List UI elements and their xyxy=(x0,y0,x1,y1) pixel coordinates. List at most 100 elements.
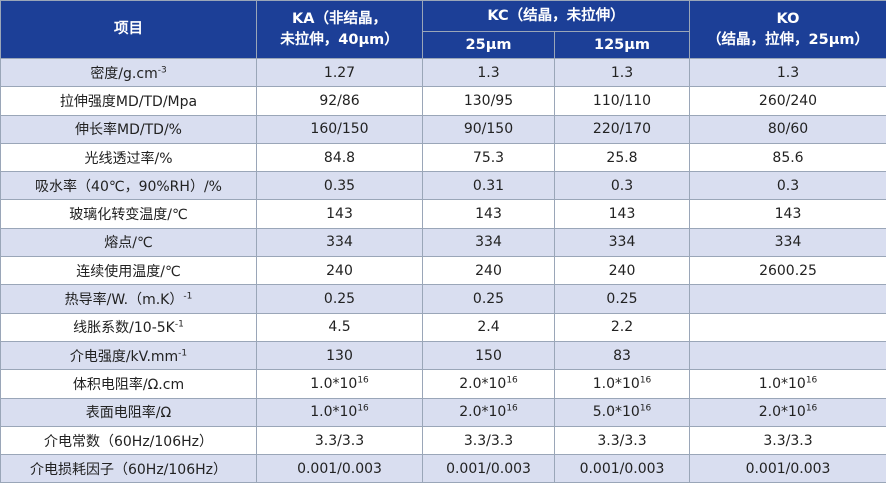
cell-ka-text: 0.001/0.003 xyxy=(297,460,382,477)
row-label: 介电损耗因子（60Hz/106Hz） xyxy=(0,454,257,484)
cell-kc-125um: 240 xyxy=(553,256,691,286)
cell-kc-25um: 143 xyxy=(422,199,555,229)
cell-ko: 2600.25 xyxy=(689,256,886,286)
cell-ko: 1.3 xyxy=(689,57,886,88)
cell-ka-text: 1.0*10 xyxy=(310,375,358,392)
cell-ko-text: 3.3/3.3 xyxy=(763,432,813,449)
header-ka: KA（非结晶， 未拉伸，40µm） xyxy=(256,0,423,59)
cell-ko-text: 0.001/0.003 xyxy=(745,460,831,477)
row-label-text: 介电损耗因子（60Hz/106Hz） xyxy=(29,461,227,478)
cell-kc-125um-text: 83 xyxy=(613,347,631,364)
cell-ko: 3.3/3.3 xyxy=(689,425,886,456)
table-row: 表面电阻率/Ω 1.0*1016 2.0*1016 5.0*1016 2.0*1016 xyxy=(0,397,886,427)
row-label: 密度/g.cm-3 xyxy=(0,57,257,88)
cell-ka-exponent: 16 xyxy=(357,375,369,386)
row-label-text: 介电常数（60Hz/106Hz） xyxy=(43,433,213,450)
table-row: 伸长率MD/TD/% 160/150 90/150 220/170 80/60 xyxy=(0,114,886,144)
cell-ka-text: 143 xyxy=(326,206,353,223)
table-row: 介电损耗因子（60Hz/106Hz） 0.001/0.003 0.001/0.003… xyxy=(0,454,886,484)
cell-kc-25um-text: 0.25 xyxy=(472,291,505,308)
table-row: 连续使用温度/℃ 240 240 240 2600.25 xyxy=(0,256,886,286)
cell-ko-text: 260/240 xyxy=(758,92,818,109)
cell-kc-125um-text: 25.8 xyxy=(606,149,638,166)
header-ka-line1: KA（非结晶， xyxy=(292,10,387,27)
cell-kc-25um: 90/150 xyxy=(422,114,555,144)
cell-kc-125um-text: 1.3 xyxy=(610,64,634,81)
cell-ka: 3.3/3.3 xyxy=(256,425,423,456)
cell-ko-text: 143 xyxy=(774,206,802,223)
cell-kc-125um-text: 1.0*10 xyxy=(592,375,640,392)
cell-ka-text: 1.0*10 xyxy=(310,404,358,421)
cell-kc-125um-text: 0.3 xyxy=(610,177,634,194)
cell-ka: 0.35 xyxy=(256,171,423,201)
row-label-text: 连续使用温度/℃ xyxy=(76,263,181,280)
cell-kc-25um-text: 334 xyxy=(475,234,502,251)
header-ko-line1: KO xyxy=(776,10,800,27)
row-label-exponent: -3 xyxy=(157,64,167,75)
cell-ko: 0.001/0.003 xyxy=(689,454,886,484)
table-row: 玻璃化转变温度/℃ 143 143 143 143 xyxy=(0,199,886,229)
cell-kc-25um: 1.3 xyxy=(422,57,555,88)
table-header: 项目 KA（非结晶， 未拉伸，40µm） KC（结晶，未拉伸） KO （结晶，拉… xyxy=(0,0,886,59)
header-item: 项目 xyxy=(0,0,257,59)
cell-kc-125um: 334 xyxy=(553,227,691,258)
cell-kc-125um-text: 0.001/0.003 xyxy=(579,460,665,477)
cell-kc-125um: 0.25 xyxy=(553,284,691,314)
cell-ko-text: 1.3 xyxy=(776,64,800,81)
cell-kc-125um-text: 334 xyxy=(608,234,636,251)
cell-ko xyxy=(689,284,886,314)
cell-ka-text: 4.5 xyxy=(328,319,351,336)
cell-ka-text: 84.8 xyxy=(323,149,356,166)
cell-kc-25um-text: 130/95 xyxy=(463,92,514,109)
table-row: 介电强度/kV.mm-1 130 150 83 xyxy=(0,340,886,371)
row-label: 伸长率MD/TD/% xyxy=(0,114,257,144)
cell-ko-text: 0.3 xyxy=(776,177,800,194)
cell-kc-25um-text: 1.3 xyxy=(477,64,500,81)
cell-ka: 130 xyxy=(256,340,423,371)
cell-kc-125um-exponent: 16 xyxy=(639,375,652,386)
cell-kc-25um-text: 2.4 xyxy=(477,319,500,336)
row-label: 连续使用温度/℃ xyxy=(0,256,257,286)
cell-ko-text: 334 xyxy=(774,234,802,251)
cell-kc-125um-text: 2.2 xyxy=(610,319,634,336)
cell-kc-25um: 150 xyxy=(422,340,555,371)
cell-ka-text: 160/150 xyxy=(310,121,369,138)
cell-ko: 334 xyxy=(689,227,886,258)
cell-ko: 85.6 xyxy=(689,142,886,173)
cell-kc-25um: 3.3/3.3 xyxy=(422,425,555,456)
cell-ka-text: 0.35 xyxy=(323,177,356,194)
header-kc: KC（结晶，未拉伸） xyxy=(421,0,691,32)
properties-table: 项目 KA（非结晶， 未拉伸，40µm） KC（结晶，未拉伸） KO （结晶，拉… xyxy=(0,0,886,484)
cell-kc-125um-text: 240 xyxy=(608,262,636,279)
header-ka-line2: 未拉伸，40µm） xyxy=(280,31,399,48)
cell-ko xyxy=(689,312,886,342)
cell-ka: 1.0*1016 xyxy=(256,397,423,427)
cell-kc-125um-text: 5.0*10 xyxy=(592,404,640,421)
cell-ko: 80/60 xyxy=(689,114,886,144)
cell-ka-text: 92/86 xyxy=(319,92,360,109)
row-label: 介电常数（60Hz/106Hz） xyxy=(0,425,257,456)
cell-kc-125um: 0.001/0.003 xyxy=(553,454,691,484)
cell-ko xyxy=(689,340,886,371)
cell-kc-25um: 130/95 xyxy=(422,86,555,116)
cell-ko-text: 2600.25 xyxy=(759,262,817,279)
cell-ko: 143 xyxy=(689,199,886,229)
row-label-text: 介电强度/kV.mm xyxy=(69,348,179,365)
row-label-text: 拉伸强度MD/TD/Mpa xyxy=(59,93,198,110)
cell-kc-25um-exponent: 16 xyxy=(506,375,518,386)
cell-ko-exponent: 16 xyxy=(805,375,818,386)
cell-ka-text: 334 xyxy=(326,234,353,251)
cell-ka: 160/150 xyxy=(256,114,423,144)
table-row: 体积电阻率/Ω.cm 1.0*1016 2.0*1016 1.0*1016 1.0*10… xyxy=(0,369,886,399)
table-row: 线胀系数/10-5K-1 4.5 2.4 2.2 xyxy=(0,312,886,342)
cell-kc-25um: 240 xyxy=(422,256,555,286)
header-ko: KO （结晶，拉伸，25µm） xyxy=(689,0,886,59)
cell-ko: 260/240 xyxy=(689,86,886,116)
row-label-exponent: -1 xyxy=(183,291,193,302)
cell-kc-125um: 3.3/3.3 xyxy=(553,425,691,456)
cell-kc-25um: 2.0*1016 xyxy=(422,397,555,427)
cell-kc-125um-text: 220/170 xyxy=(592,121,652,138)
cell-ko: 0.3 xyxy=(689,171,886,201)
header-kc-125um: 125µm xyxy=(553,31,691,59)
row-label: 吸水率（40℃，90%RH）/% xyxy=(0,171,257,201)
